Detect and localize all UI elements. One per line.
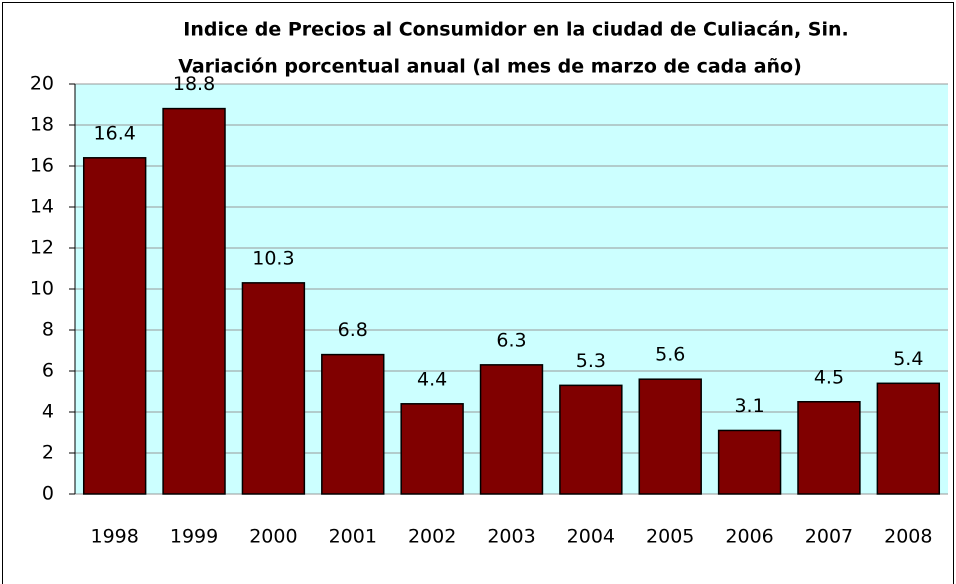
x-tick-label: 2004 xyxy=(567,526,615,548)
x-tick-label: 2008 xyxy=(884,526,932,548)
x-tick-label: 1999 xyxy=(170,526,218,548)
data-label: 5.4 xyxy=(893,348,923,370)
y-tick-label: 16 xyxy=(30,155,54,177)
y-tick-label: 10 xyxy=(30,278,54,300)
data-label: 16.4 xyxy=(94,122,136,144)
x-tick-label: 2005 xyxy=(646,526,694,548)
y-tick-label: 18 xyxy=(30,114,54,136)
y-tick-label: 20 xyxy=(30,73,54,95)
chart-title: Indice de Precios al Consumidor en la ci… xyxy=(183,19,848,41)
y-tick-label: 14 xyxy=(30,196,54,218)
bar xyxy=(241,282,306,495)
x-tick-label: 1998 xyxy=(91,526,139,548)
bar xyxy=(162,107,226,495)
bar xyxy=(638,378,702,495)
x-tick-label: 2006 xyxy=(725,526,773,548)
x-tick-label: 2000 xyxy=(249,526,297,548)
x-tick-label: 2003 xyxy=(487,526,535,548)
bar xyxy=(876,382,941,495)
x-tick-label: 2007 xyxy=(805,526,853,548)
data-label: 6.3 xyxy=(496,329,526,351)
y-tick-label: 6 xyxy=(42,360,54,382)
data-label: 4.4 xyxy=(417,368,447,390)
y-tick-label: 2 xyxy=(42,442,54,464)
bar xyxy=(400,403,464,495)
data-label: 4.5 xyxy=(814,366,844,388)
bar xyxy=(797,401,861,495)
bar xyxy=(717,429,782,495)
y-tick-label: 0 xyxy=(42,483,54,505)
bar xyxy=(321,353,385,495)
y-tick-label: 8 xyxy=(42,319,54,341)
bar xyxy=(559,384,623,495)
y-tick-label: 12 xyxy=(30,237,54,259)
x-tick-label: 2001 xyxy=(329,526,377,548)
bar xyxy=(82,157,147,495)
data-label: 3.1 xyxy=(734,395,764,417)
bar xyxy=(479,364,544,495)
data-label: 10.3 xyxy=(252,247,294,269)
data-label: 18.8 xyxy=(173,73,215,95)
data-label: 5.6 xyxy=(655,344,685,366)
data-label: 6.8 xyxy=(338,319,368,341)
x-tick-label: 2002 xyxy=(408,526,456,548)
chart-subtitle: Variación porcentual anual (al mes de ma… xyxy=(178,56,802,78)
data-label: 5.3 xyxy=(576,350,606,372)
y-tick-label: 4 xyxy=(42,401,54,423)
